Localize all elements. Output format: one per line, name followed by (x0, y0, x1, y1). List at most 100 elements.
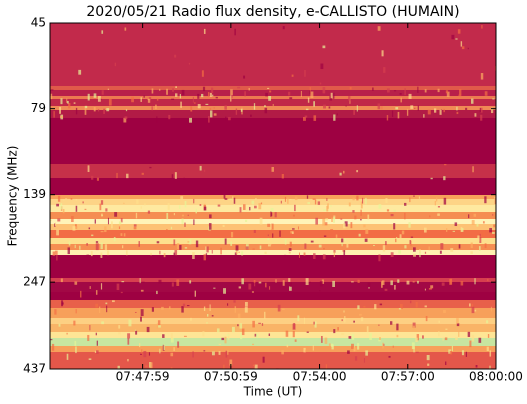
texture (253, 229, 256, 233)
texture (116, 283, 120, 291)
texture (114, 212, 118, 217)
texture (289, 199, 292, 201)
texture (379, 303, 383, 306)
texture (304, 115, 308, 118)
texture (265, 282, 267, 287)
texture (140, 97, 142, 102)
texture (456, 323, 460, 327)
texture (399, 303, 403, 310)
texture (225, 116, 227, 121)
texture (181, 214, 184, 217)
texture (140, 289, 144, 292)
texture (207, 92, 210, 97)
texture (265, 92, 268, 97)
x-tick-label: 07:54:00 (293, 370, 347, 384)
texture (159, 348, 161, 354)
texture (156, 323, 158, 329)
texture (288, 252, 291, 254)
texture (50, 219, 52, 221)
texture (467, 47, 469, 50)
texture (471, 334, 475, 342)
texture (282, 280, 285, 286)
texture (367, 282, 371, 287)
texture (170, 226, 173, 230)
texture (78, 69, 82, 75)
texture (120, 218, 123, 223)
band (50, 282, 496, 292)
texture (51, 343, 55, 351)
texture (381, 106, 383, 110)
texture (182, 303, 186, 307)
texture (294, 196, 298, 201)
texture (413, 195, 415, 197)
texture (456, 318, 459, 324)
texture (319, 281, 323, 287)
texture (307, 202, 311, 205)
texture (347, 350, 350, 354)
texture (267, 223, 271, 227)
texture (54, 309, 57, 315)
texture (465, 351, 467, 357)
texture (209, 108, 212, 110)
texture (333, 114, 336, 121)
texture (320, 335, 323, 343)
texture (140, 316, 142, 322)
texture (472, 166, 474, 173)
texture (443, 108, 445, 113)
texture (331, 344, 334, 350)
texture (107, 217, 109, 225)
texture (143, 95, 145, 98)
texture (54, 222, 56, 226)
plot-frame (49, 22, 497, 370)
texture (243, 204, 246, 210)
texture (460, 41, 463, 47)
texture (395, 238, 397, 243)
texture (197, 93, 200, 99)
texture (151, 106, 153, 111)
texture (144, 203, 146, 206)
texture (159, 250, 161, 255)
texture (490, 306, 492, 312)
texture (281, 173, 284, 179)
texture (390, 213, 394, 217)
texture (103, 108, 105, 114)
texture (382, 238, 386, 241)
texture (360, 317, 364, 322)
texture (349, 98, 351, 104)
texture (384, 288, 388, 291)
texture (127, 358, 129, 362)
texture (184, 200, 187, 208)
texture (383, 343, 385, 347)
texture (395, 107, 399, 110)
texture (123, 233, 126, 237)
texture (139, 278, 141, 284)
texture (323, 235, 327, 237)
texture (444, 164, 447, 166)
texture (146, 326, 150, 333)
texture (317, 201, 321, 205)
texture (484, 91, 488, 96)
texture (135, 330, 138, 335)
texture (348, 96, 351, 101)
texture (411, 342, 415, 350)
texture (305, 278, 309, 286)
texture (429, 215, 431, 218)
texture (385, 198, 388, 204)
texture (477, 235, 480, 241)
texture (74, 340, 77, 346)
texture (423, 114, 425, 118)
texture (324, 222, 328, 226)
texture (253, 279, 256, 283)
texture (329, 96, 333, 101)
texture (180, 101, 182, 108)
texture (248, 283, 252, 290)
texture (259, 245, 262, 250)
texture (352, 197, 355, 201)
texture (73, 320, 76, 326)
texture (230, 95, 232, 102)
texture (297, 226, 299, 230)
texture (218, 343, 222, 345)
texture (166, 212, 169, 220)
texture (88, 227, 91, 230)
texture (426, 354, 430, 361)
